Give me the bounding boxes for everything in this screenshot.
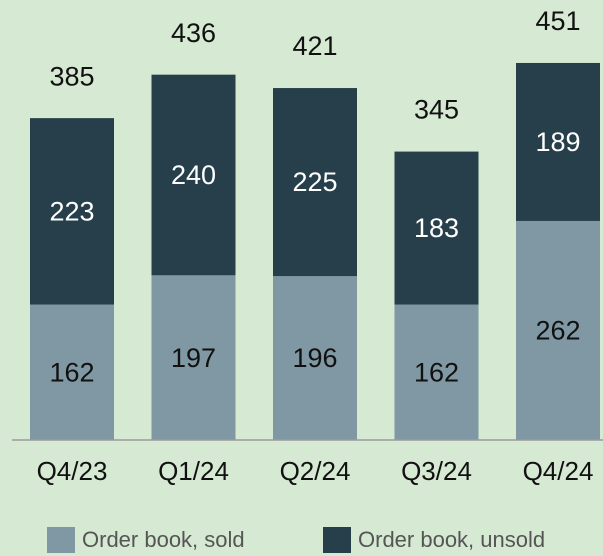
value-label: 189 xyxy=(535,127,580,157)
bar-segment xyxy=(30,304,114,440)
bar-segment xyxy=(394,151,479,305)
value-label: 183 xyxy=(414,213,459,243)
legend-label: Order book, sold xyxy=(82,527,245,552)
value-label: 197 xyxy=(171,343,216,373)
bar-segment xyxy=(151,275,236,440)
bar-segment xyxy=(30,118,114,305)
value-label: 162 xyxy=(49,357,94,387)
legend-swatch xyxy=(47,527,75,553)
x-tick-label: Q4/23 xyxy=(37,456,108,486)
bar-segment xyxy=(394,304,479,440)
value-label: 262 xyxy=(535,316,580,346)
value-label: 223 xyxy=(49,196,94,226)
total-label: 436 xyxy=(171,18,216,48)
bar-segment xyxy=(151,74,236,276)
value-label: 162 xyxy=(414,357,459,387)
x-tick-label: Q4/24 xyxy=(523,456,594,486)
legend-label: Order book, unsold xyxy=(358,527,545,552)
legend-swatch xyxy=(323,527,351,553)
bar-segment xyxy=(516,62,600,221)
x-tick-label: Q3/24 xyxy=(401,456,472,486)
x-tick-label: Q1/24 xyxy=(158,456,229,486)
bar-segment xyxy=(516,220,600,440)
bar-segment xyxy=(273,88,357,277)
total-label: 345 xyxy=(414,95,459,125)
value-label: 240 xyxy=(171,160,216,190)
value-label: 225 xyxy=(292,167,337,197)
x-tick-label: Q2/24 xyxy=(280,456,351,486)
total-label: 451 xyxy=(535,6,580,36)
total-label: 385 xyxy=(49,61,94,91)
total-label: 421 xyxy=(292,31,337,61)
bar-segment xyxy=(273,276,357,440)
value-label: 196 xyxy=(292,343,337,373)
